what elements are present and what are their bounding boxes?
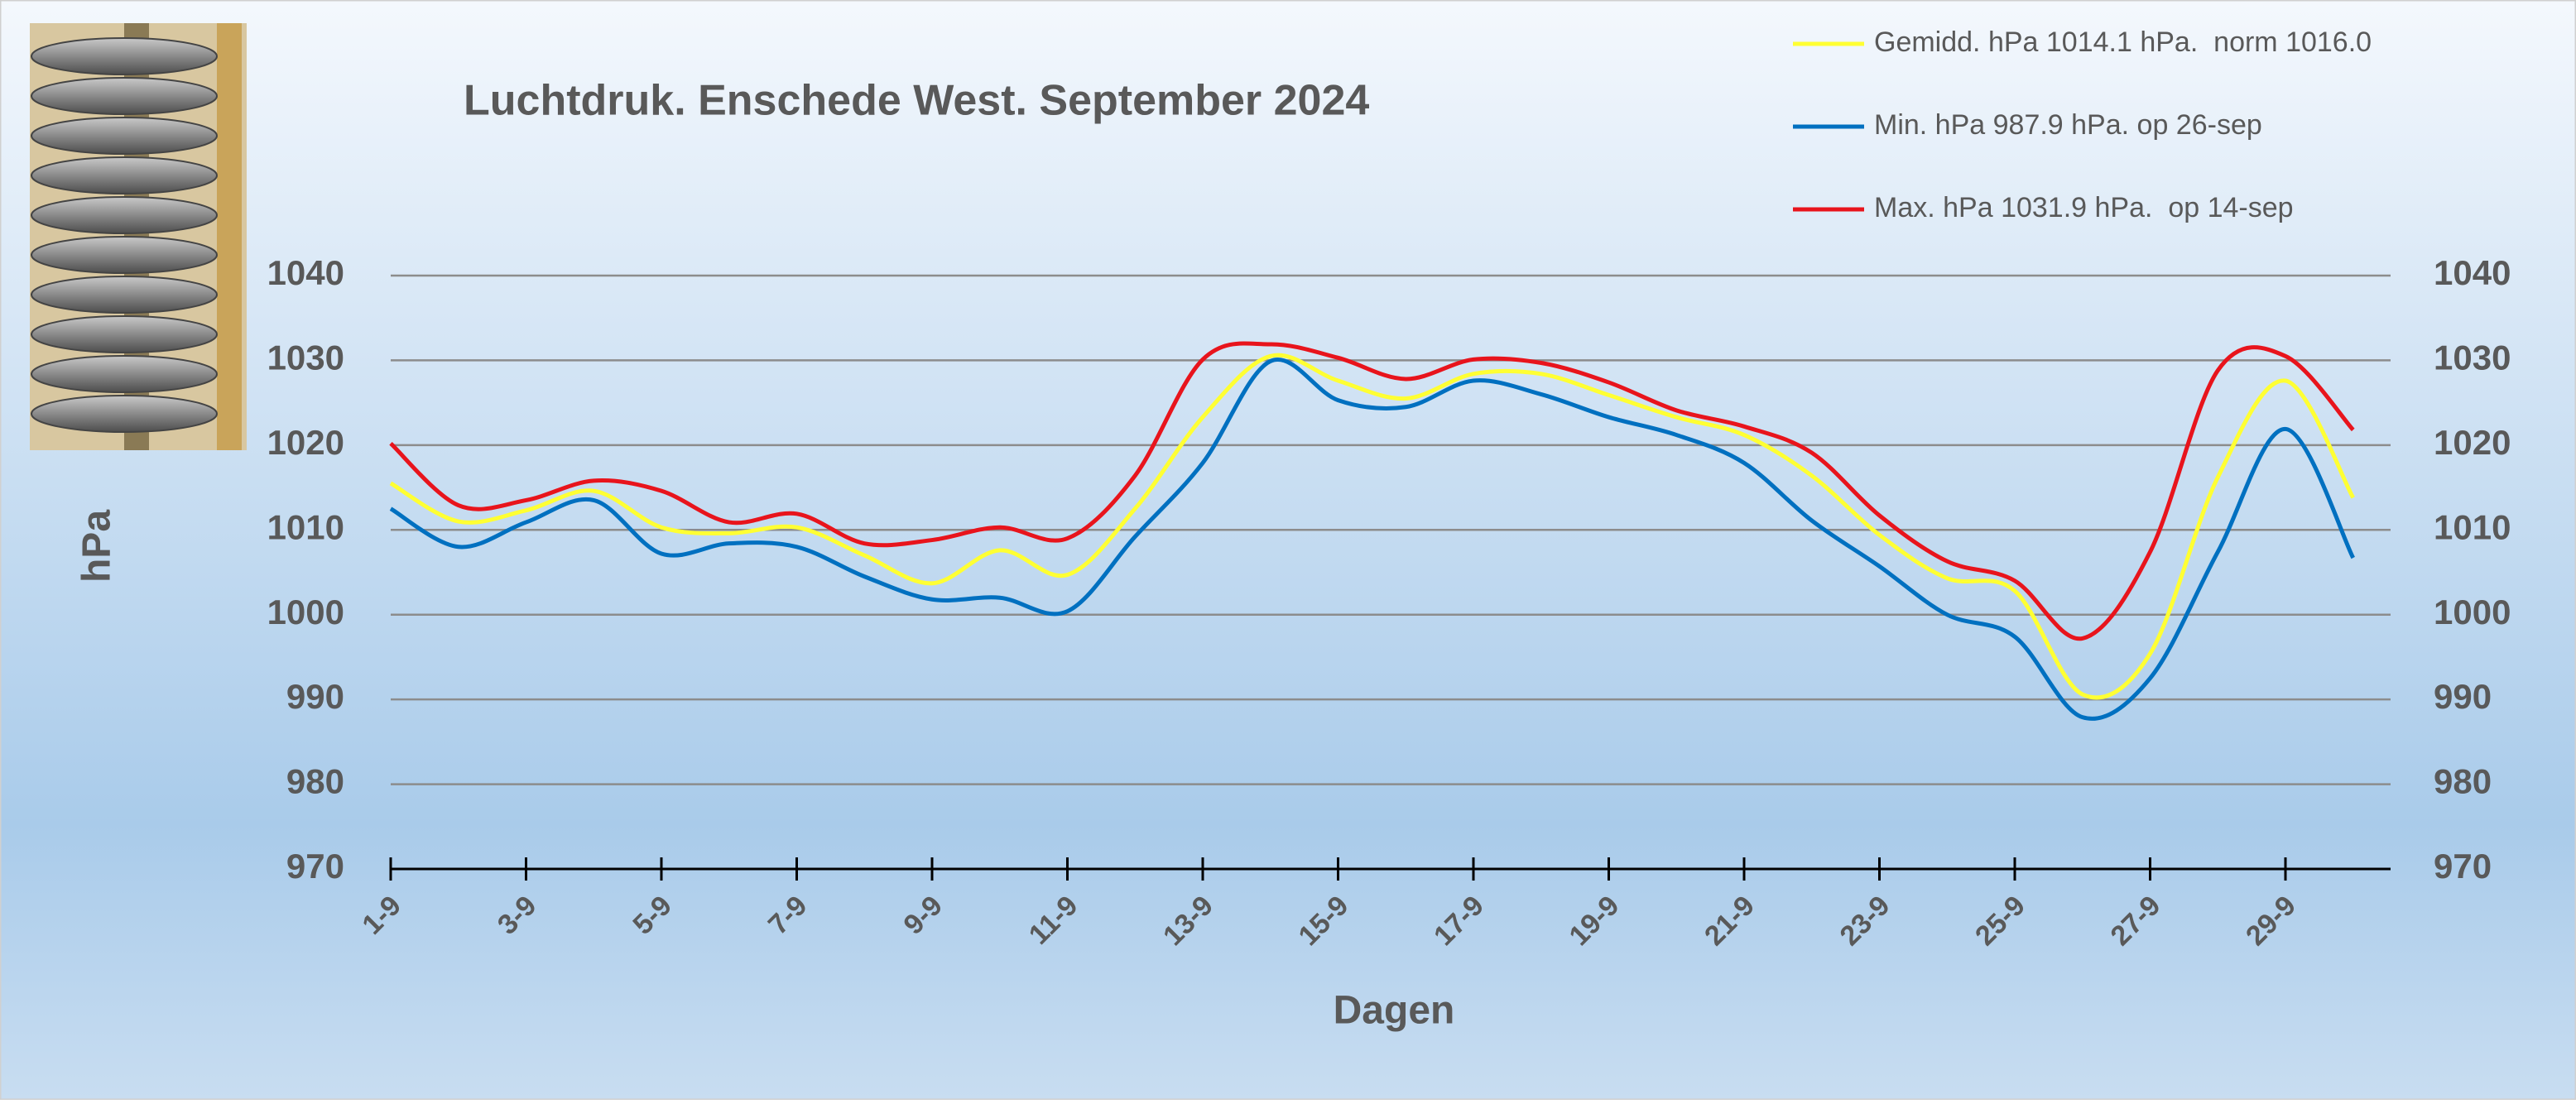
y2-tick-label: 980 <box>2434 762 2492 801</box>
data-line <box>389 353 2355 700</box>
legend-label: Gemidd. hPa 1014.1 hPa. norm 1016.0 <box>1874 26 2372 58</box>
y2-tick-label: 1010 <box>2434 507 2511 546</box>
y2-tick-label: 970 <box>2434 847 2492 886</box>
y-tick-label: 1030 <box>267 338 344 377</box>
y2-tick-label: 1000 <box>2434 593 2511 631</box>
photo <box>30 23 247 450</box>
legend-label: Min. hPa 987.9 hPa. op 26-sep <box>1874 109 2262 141</box>
y-tick-label: 1010 <box>267 507 344 546</box>
y2-tick-label: 990 <box>2434 677 2492 716</box>
disc <box>31 236 218 274</box>
data-line <box>389 341 2355 641</box>
y2-tick-label: 1020 <box>2434 423 2511 462</box>
x-axis-title: Dagen <box>1334 989 1455 1033</box>
disc <box>31 77 218 115</box>
y-tick-label: 1020 <box>267 423 344 462</box>
disc <box>31 276 218 314</box>
y-axis-title: hPa <box>75 510 119 583</box>
data-line <box>389 358 2355 721</box>
disc <box>31 355 218 393</box>
y-tick-label: 1000 <box>267 593 344 631</box>
disc <box>31 156 218 194</box>
disc <box>31 315 218 353</box>
y-tick-label: 970 <box>286 847 344 886</box>
disc <box>31 395 218 433</box>
chart-title: Luchtdruk. Enschede West. September 2024 <box>464 77 1369 125</box>
y2-tick-label: 1030 <box>2434 338 2511 377</box>
y-tick-label: 980 <box>286 762 344 801</box>
y-tick-label: 1040 <box>267 253 344 292</box>
disc <box>31 196 218 234</box>
disc <box>31 117 218 155</box>
y2-tick-label: 1040 <box>2434 253 2511 292</box>
y-tick-label: 990 <box>286 677 344 716</box>
disc <box>31 37 218 75</box>
legend-label: Max. hPa 1031.9 hPa. op 14-sep <box>1874 192 2294 223</box>
